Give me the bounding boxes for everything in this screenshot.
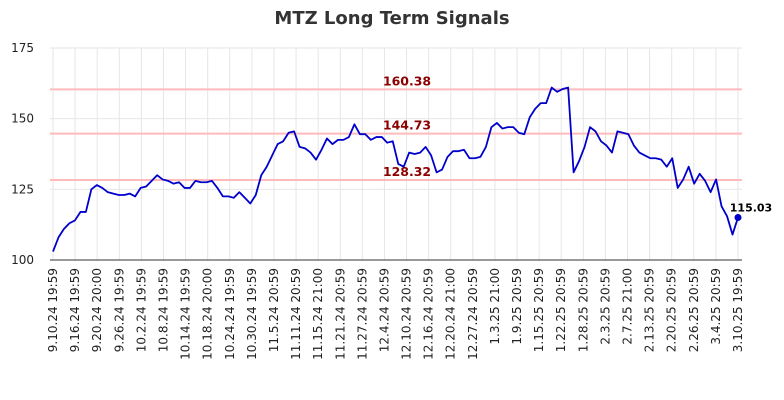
level-label: 128.32 <box>383 164 431 179</box>
x-tick-label: 3.4.25 20:59 <box>709 268 723 345</box>
x-tick-label: 1.28.25 20:59 <box>576 268 590 352</box>
x-tick-label: 9.16.24 19:59 <box>68 268 82 352</box>
x-tick-label: 11.21.24 20:59 <box>333 268 347 360</box>
x-tick-label: 10.30.24 19:59 <box>245 268 259 360</box>
x-tick-label: 12.4.24 20:59 <box>377 268 391 352</box>
x-tick-label: 2.3.25 20:59 <box>598 268 612 345</box>
x-tick-label: 12.16.24 20:59 <box>422 268 436 360</box>
x-tick-label: 2.20.25 20:59 <box>665 268 679 352</box>
grid-layer <box>50 47 742 261</box>
x-tick-label: 2.13.25 20:59 <box>643 268 657 352</box>
last-value-label: 115.03 <box>730 202 772 215</box>
x-tick-label: 1.3.25 21:00 <box>488 268 502 345</box>
series-line <box>52 86 739 252</box>
level-label: 144.73 <box>383 118 431 133</box>
level-label: 160.38 <box>383 73 431 88</box>
x-tick-label: 10.14.24 19:59 <box>179 268 193 360</box>
x-tick-label: 2.7.25 21:00 <box>621 268 635 345</box>
x-tick-label: 1.9.25 20:59 <box>510 268 524 345</box>
x-tick-label: 10.8.24 19:59 <box>156 268 170 352</box>
last-point-marker <box>734 214 742 222</box>
y-tick-label: 100 <box>11 253 34 267</box>
level-layer: 160.38 144.73 128.32 <box>50 73 742 181</box>
x-tick-label: 1.15.25 20:59 <box>532 268 546 352</box>
x-tick-label: 1.22.25 20:59 <box>554 268 568 352</box>
chart-title: MTZ Long Term Signals <box>274 8 510 29</box>
x-tick-label: 11.27.24 20:59 <box>355 268 369 360</box>
x-tick-label: 10.24.24 19:59 <box>223 268 237 360</box>
x-tick-label: 11.5.24 20:59 <box>267 268 281 352</box>
x-tick-label: 12.20.24 21:00 <box>444 268 458 360</box>
x-tick-label: 9.10.24 19:59 <box>46 268 60 352</box>
x-tick-label: 11.11.24 20:59 <box>289 268 303 360</box>
y-tick-label: 150 <box>11 112 34 126</box>
x-tick-label: 11.15.24 21:00 <box>311 268 325 360</box>
x-tick-label: 12.10.24 20:59 <box>400 268 414 360</box>
x-tick-label: 3.10.25 19:59 <box>731 268 745 352</box>
series-layer: 115.03 <box>52 86 772 252</box>
axis-layer: 100 125 150 175 9.10.24 19:59 9.16.24 19:59 9.… <box>11 41 745 360</box>
y-tick-label: 175 <box>11 41 34 55</box>
x-tick-label: 9.20.24 20:00 <box>90 268 104 352</box>
y-tick-label: 125 <box>11 182 34 196</box>
x-tick-label: 9.26.24 19:59 <box>112 268 126 352</box>
x-tick-label: 10.18.24 20:00 <box>201 268 215 360</box>
x-tick-label: 12.27.24 20:59 <box>466 268 480 360</box>
x-tick-label: 2.26.25 20:59 <box>687 268 701 352</box>
x-tick-label: 10.2.24 19:59 <box>134 268 148 352</box>
